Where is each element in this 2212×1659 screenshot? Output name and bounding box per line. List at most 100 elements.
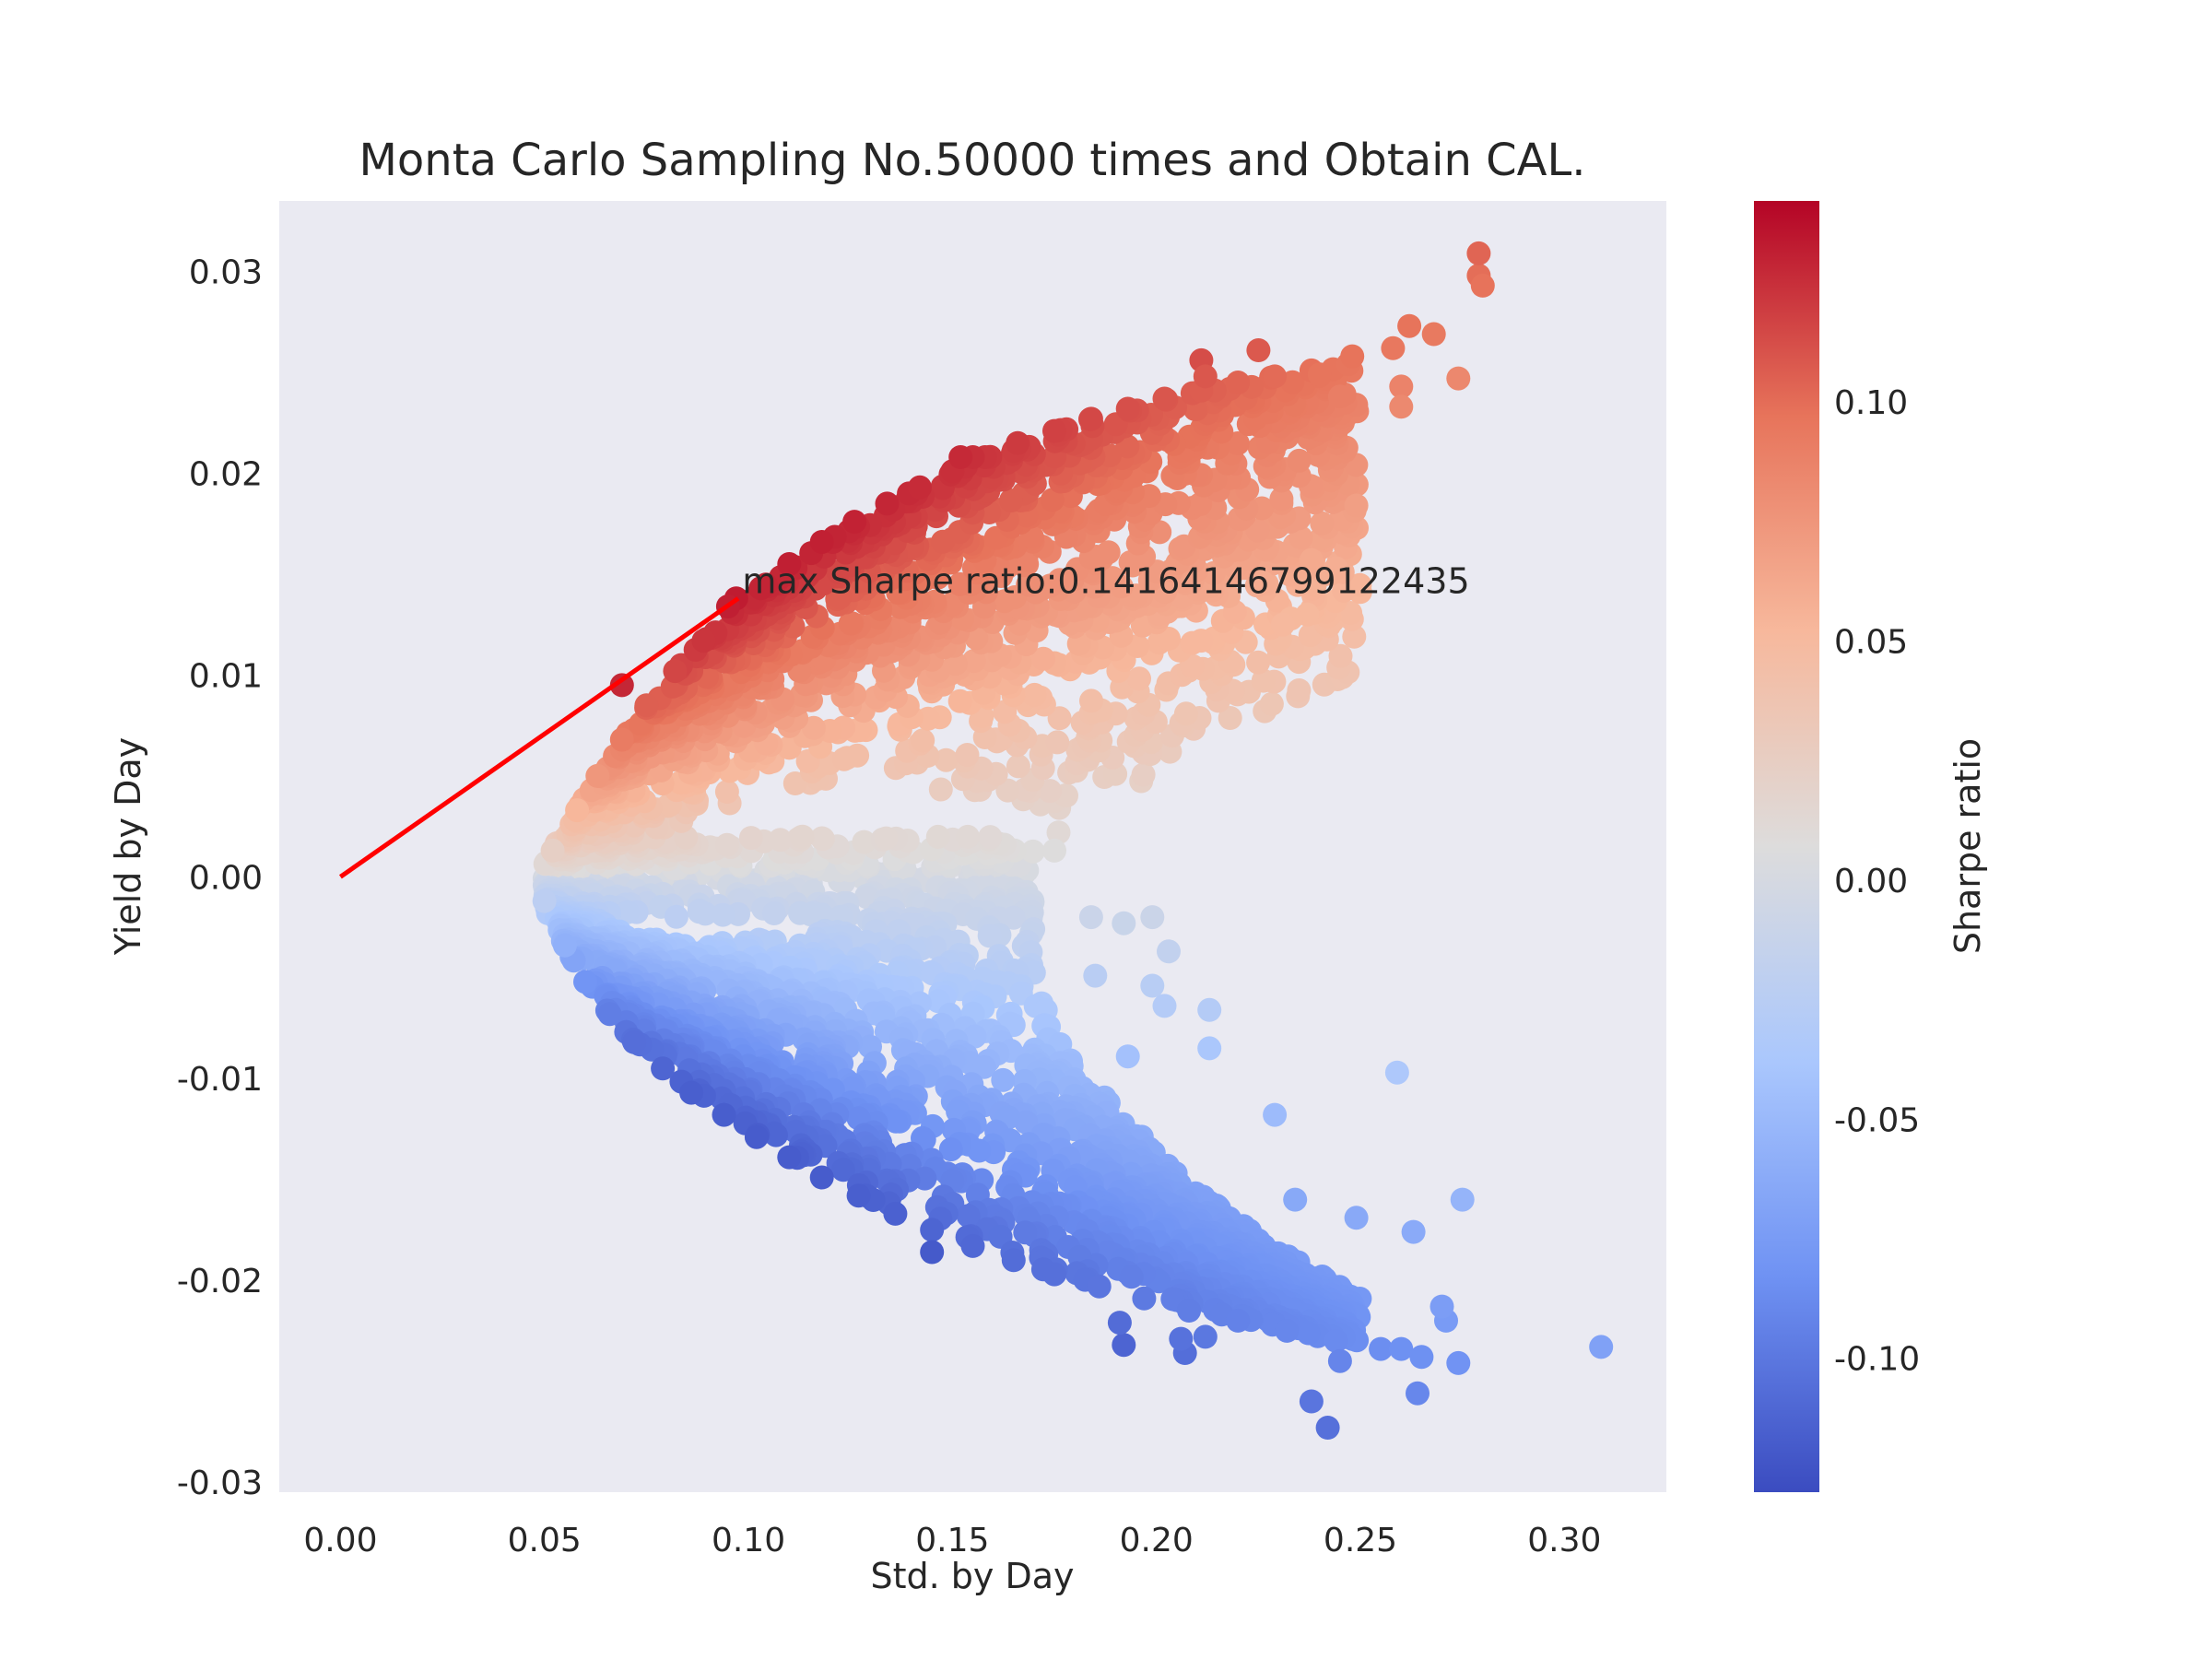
- x-tick-label: 0.05: [508, 1522, 582, 1559]
- frontier-point: [1324, 1328, 1348, 1353]
- scatter-point: [809, 826, 834, 851]
- scatter-point: [1131, 762, 1156, 787]
- outlier-point: [1470, 273, 1495, 298]
- frontier-point: [1042, 418, 1066, 443]
- outlier-point: [1340, 344, 1365, 369]
- scatter-point: [971, 1054, 996, 1079]
- frontier-point: [585, 763, 610, 788]
- frontier-point: [573, 970, 597, 994]
- scatter-point: [978, 825, 1003, 850]
- scatter-point: [826, 559, 851, 584]
- scatter-point: [714, 832, 739, 857]
- frontier-point: [1421, 322, 1446, 347]
- scatter-point: [1246, 650, 1271, 675]
- outlier-point: [1152, 994, 1177, 1018]
- outlier-point: [1283, 1187, 1308, 1212]
- x-axis-label: Std. by Day: [870, 1556, 1074, 1596]
- outlier-point: [1324, 556, 1348, 581]
- outlier-point: [1112, 911, 1136, 935]
- scatter-point: [798, 902, 823, 927]
- scatter-point: [1047, 568, 1072, 593]
- scatter-point: [838, 611, 863, 636]
- outlier-point: [1450, 1187, 1475, 1212]
- frontier-point: [1275, 1318, 1300, 1343]
- y-tick-label: -0.02: [177, 1263, 263, 1300]
- frontier-point: [1042, 1262, 1066, 1287]
- frontier-point: [1226, 371, 1251, 394]
- scatter-point: [955, 743, 980, 767]
- outlier-point: [1430, 1294, 1454, 1319]
- scatter-point: [738, 826, 763, 851]
- max-sharpe-annotation: max Sharpe ratio:0.14164146799122435: [742, 560, 1469, 601]
- scatter-point: [1296, 1321, 1321, 1346]
- scatter-point: [1310, 511, 1335, 535]
- outlier-point: [1250, 570, 1275, 594]
- frontier-point: [552, 933, 577, 958]
- colorbar-tick-label: -0.10: [1834, 1341, 1920, 1379]
- x-tick-label: 0.15: [915, 1522, 989, 1559]
- scatter-point: [1016, 572, 1041, 597]
- scatter-point: [874, 826, 899, 851]
- frontier-point: [920, 1218, 945, 1242]
- outlier-point: [1042, 838, 1066, 863]
- scatter-point: [664, 904, 688, 929]
- outlier-point: [1401, 1219, 1426, 1244]
- y-tick-label: 0.00: [189, 859, 263, 897]
- scatter-point: [1047, 706, 1072, 731]
- scatter-point: [1259, 691, 1284, 716]
- frontier-point: [532, 888, 557, 913]
- outlier-point: [1466, 241, 1491, 265]
- outlier-point: [1270, 612, 1295, 637]
- scatter-point: [615, 900, 640, 924]
- scatter-point: [711, 902, 735, 927]
- frontier-point: [809, 530, 834, 554]
- scatter-point: [831, 1158, 855, 1182]
- scatter-point: [1031, 646, 1055, 671]
- outlier-point: [1263, 1102, 1288, 1127]
- outlier-point: [1246, 338, 1271, 362]
- outlier-point: [1589, 1335, 1614, 1359]
- scatter-point: [961, 649, 986, 674]
- x-tick-label: 0.20: [1120, 1522, 1194, 1559]
- scatter-point: [1251, 668, 1276, 693]
- x-tick-label: 0.30: [1527, 1522, 1601, 1559]
- outlier-point: [1193, 1324, 1218, 1349]
- outlier-point: [1107, 1311, 1132, 1335]
- outlier-point: [1083, 963, 1108, 988]
- colorbar-ticks: -0.10 -0.05 0.00 0.05 0.10: [1834, 384, 1920, 1379]
- frontier-point: [634, 693, 659, 718]
- scatter-point: [790, 824, 815, 849]
- y-tick-label: 0.01: [189, 657, 263, 695]
- frontier-point: [744, 1124, 769, 1149]
- outlier-point: [1193, 364, 1218, 389]
- outlier-point: [1197, 1036, 1222, 1061]
- scatter-point: [1269, 487, 1294, 512]
- scatter-point: [1287, 678, 1312, 702]
- frontier-point: [883, 1201, 908, 1226]
- scatter-point: [1157, 627, 1181, 651]
- outlier-point: [1384, 1060, 1409, 1085]
- frontier-point: [842, 510, 867, 535]
- scatter-point: [852, 830, 877, 854]
- outlier-point: [920, 1240, 945, 1265]
- scatter-point: [1218, 706, 1242, 730]
- outlier-point: [1046, 820, 1071, 845]
- scatter-point: [1038, 779, 1063, 804]
- outlier-point: [1299, 547, 1324, 572]
- scatter-point: [1347, 572, 1372, 597]
- scatter-point: [1006, 754, 1030, 779]
- scatter-point: [1127, 666, 1151, 691]
- frontier-point: [960, 1233, 985, 1258]
- frontier-point: [809, 1165, 834, 1190]
- outlier-point: [1446, 366, 1471, 391]
- x-axis-ticks: 0.00 0.05 0.10 0.15 0.20 0.25 0.30: [303, 1522, 1601, 1559]
- scatter-point: [768, 828, 793, 853]
- scatter-point: [693, 901, 718, 926]
- frontier-point: [691, 629, 716, 653]
- frontier-point: [663, 659, 688, 684]
- scatter-point: [1040, 488, 1065, 512]
- frontier-point: [1177, 1299, 1202, 1323]
- outlier-point: [1140, 905, 1165, 930]
- y-axis-ticks: -0.03 -0.02 -0.01 0.00 0.01 0.02 0.03: [177, 254, 263, 1502]
- x-tick-label: 0.25: [1324, 1522, 1397, 1559]
